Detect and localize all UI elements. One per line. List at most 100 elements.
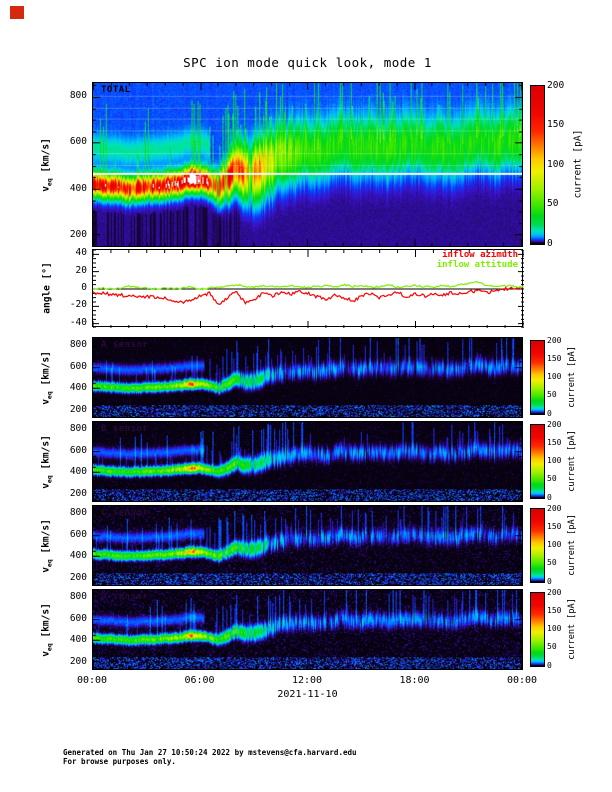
sensor-a-label: A sensor xyxy=(101,340,149,350)
sensor-a-ytick-400: 400 xyxy=(69,382,87,394)
sensor-d-colorbar-gradient xyxy=(531,593,544,666)
sensor-b-colorbar-label: current [pA] xyxy=(567,429,577,492)
sensor-b-ytick-600: 600 xyxy=(69,444,87,456)
sensor-d-label: D sensor xyxy=(101,592,149,602)
sensor-a-colorbar-tick-100: 100 xyxy=(547,372,562,381)
sensor-d-colorbar-label: current [pA] xyxy=(567,597,577,660)
sensor-c-colorbar-gradient xyxy=(531,509,544,582)
sensor-a-y-axis-label: veq [km/s] xyxy=(40,350,54,405)
sensor-b-colorbar-tick-100: 100 xyxy=(547,456,562,465)
sensor-c-colorbar-tick-200: 200 xyxy=(547,503,562,513)
total-colorbar xyxy=(530,85,545,245)
sensor-c-colorbar-tick-100: 100 xyxy=(547,540,562,549)
sensor-b-colorbar-tick-0: 0 xyxy=(547,492,552,502)
legend-inflow-attitude: inflow attitude xyxy=(436,259,518,270)
angles-panel: inflow azimuth inflow attitude xyxy=(92,249,524,328)
inflow-attitude-line xyxy=(93,280,524,291)
footer-line-2: For browse purposes only. xyxy=(63,756,176,766)
angles-ytick-20: 20 xyxy=(75,264,87,276)
sensor-a-colorbar-gradient xyxy=(531,341,544,414)
sensor-d-spectrogram-canvas xyxy=(93,590,522,669)
sensor-c-ytick-800: 800 xyxy=(69,506,87,518)
sensor-d-colorbar-tick-50: 50 xyxy=(547,642,557,652)
sensor-c-ytick-200: 200 xyxy=(69,572,87,584)
total-ytick-200: 200 xyxy=(69,229,87,241)
legend-inflow-azimuth: inflow azimuth xyxy=(442,250,518,260)
x-tick-label-3: 18:00 xyxy=(399,675,430,686)
x-tick-label-1: 06:00 xyxy=(184,675,215,686)
corner-marker xyxy=(10,6,24,19)
footer: Generated on Thu Jan 27 10:50:24 2022 by… xyxy=(63,748,357,766)
angles-ytick--40: -40 xyxy=(69,316,87,328)
sensor-d-colorbar-tick-150: 150 xyxy=(547,605,562,615)
sensor-b-ytick-400: 400 xyxy=(69,466,87,478)
sensor-c-colorbar-tick-0: 0 xyxy=(547,576,552,586)
sensor-c-label: C sensor xyxy=(101,508,149,518)
sensor-d-ytick-800: 800 xyxy=(69,590,87,602)
sensor-a-ytick-800: 800 xyxy=(69,338,87,350)
sensor-b-colorbar xyxy=(530,424,545,499)
total-colorbar-gradient xyxy=(531,86,544,244)
sensor-d-colorbar-tick-200: 200 xyxy=(547,587,562,597)
sensor-d-colorbar-tick-0: 0 xyxy=(547,660,552,670)
sensor-a-colorbar-tick-50: 50 xyxy=(547,390,557,400)
total-spectrogram-canvas xyxy=(93,83,522,246)
total-colorbar-tick-150: 150 xyxy=(547,119,565,130)
sensor-a-colorbar-tick-0: 0 xyxy=(547,408,552,418)
sensor-d-y-axis-label: veq [km/s] xyxy=(40,602,54,657)
sensor-d-ytick-600: 600 xyxy=(69,612,87,624)
sensor-d-ytick-200: 200 xyxy=(69,656,87,668)
sensor-c-y-axis-label: veq [km/s] xyxy=(40,518,54,573)
sensor-b-panel: B sensor xyxy=(92,421,523,502)
sensor-a-colorbar-tick-200: 200 xyxy=(547,335,562,345)
sensor-b-spectrogram-canvas xyxy=(93,422,522,501)
sensor-d-colorbar-tick-100: 100 xyxy=(547,624,562,633)
sensor-a-colorbar xyxy=(530,340,545,415)
total-colorbar-tick-100: 100 xyxy=(547,158,565,170)
plot-title: SPC ion mode quick look, mode 1 xyxy=(183,55,432,70)
angles-ytick--20: -20 xyxy=(69,299,87,311)
total-ytick-600: 600 xyxy=(69,136,87,148)
sensor-a-panel: A sensor xyxy=(92,337,523,418)
sensor-b-y-axis-label: veq [km/s] xyxy=(40,434,54,489)
total-label: TOTAL xyxy=(101,85,131,95)
total-ytick-800: 800 xyxy=(69,89,87,101)
x-tick-label-2: 12:00 xyxy=(291,675,323,686)
total-colorbar-tick-200: 200 xyxy=(547,79,565,91)
sensor-c-colorbar-tick-50: 50 xyxy=(547,558,557,568)
total-colorbar-tick-50: 50 xyxy=(547,198,559,209)
sensor-a-spectrogram-canvas xyxy=(93,338,522,417)
total-ytick-400: 400 xyxy=(69,182,87,194)
sensor-c-colorbar-tick-150: 150 xyxy=(547,521,562,531)
sensor-d-ytick-400: 400 xyxy=(69,634,87,646)
sensor-b-ytick-200: 200 xyxy=(69,488,87,500)
sensor-a-ytick-200: 200 xyxy=(69,404,87,416)
x-tick-label-4: 00:00 xyxy=(506,675,538,686)
sensor-a-colorbar-tick-150: 150 xyxy=(547,353,562,363)
x-tick-label-0: 00:00 xyxy=(76,675,108,686)
sensor-c-spectrogram-canvas xyxy=(93,506,522,585)
sensor-c-colorbar-label: current [pA] xyxy=(567,513,577,576)
inflow-azimuth-line xyxy=(93,285,524,306)
sensor-b-colorbar-tick-150: 150 xyxy=(547,437,562,447)
x-axis-date-label: 2021-11-10 xyxy=(277,689,338,700)
sensor-c-ytick-400: 400 xyxy=(69,550,87,562)
sensor-b-colorbar-tick-200: 200 xyxy=(547,419,562,429)
sensor-a-colorbar-label: current [pA] xyxy=(567,345,577,408)
sensor-c-colorbar xyxy=(530,508,545,583)
sensor-b-colorbar-tick-50: 50 xyxy=(547,474,557,484)
sensor-d-colorbar xyxy=(530,592,545,667)
sensor-a-ytick-600: 600 xyxy=(69,360,87,372)
footer-line-1: Generated on Thu Jan 27 10:50:24 2022 by… xyxy=(63,748,357,757)
sensor-d-panel: D sensor xyxy=(92,589,523,670)
total-panel: TOTAL xyxy=(92,82,523,247)
angles-ytick-0: 0 xyxy=(81,282,87,293)
angle-plot-svg xyxy=(93,250,524,328)
sensor-c-panel: C sensor xyxy=(92,505,523,586)
sensor-b-colorbar-gradient xyxy=(531,425,544,498)
sensor-b-label: B sensor xyxy=(101,424,149,434)
sensor-c-ytick-600: 600 xyxy=(69,528,87,540)
total-colorbar-tick-0: 0 xyxy=(547,237,553,249)
